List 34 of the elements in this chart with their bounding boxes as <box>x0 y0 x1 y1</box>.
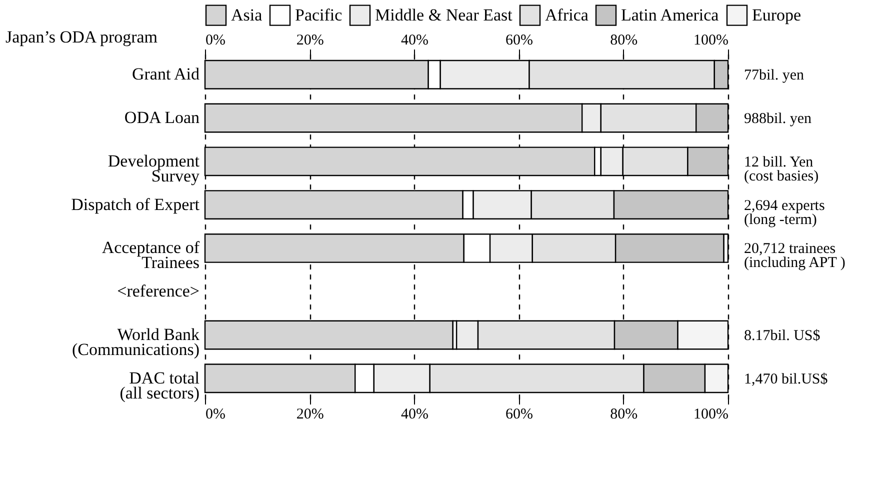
text: 2,694 experts (long -term) <box>744 198 825 228</box>
text: 988bil. yen <box>744 111 812 128</box>
text: 8.17bil. US$ <box>744 328 821 344</box>
x-tick-label: 20% <box>296 406 324 422</box>
x2-tick-label: 60% <box>506 32 534 48</box>
text: 77bil. yen <box>744 68 804 84</box>
legend-label: Latin America <box>621 5 720 24</box>
x-tick-label: 80% <box>610 406 638 422</box>
y-tick-label: World Bank (Communications) <box>72 324 200 359</box>
x2-tick-label: 80% <box>610 32 638 48</box>
legend-label: Europe <box>752 5 802 24</box>
legend-label: Asia <box>231 5 263 24</box>
y-tick-label: Dispatch of Expert <box>71 194 200 214</box>
legend-label: Pacific <box>295 5 343 24</box>
text: 1,470 bil.US$ <box>744 371 828 388</box>
text: 12 bill. Yen (cost basies) <box>744 154 819 184</box>
text: 20,712 trainees (including APT ) <box>744 241 846 272</box>
y-axis-title: Japan’s ODA program <box>6 28 158 46</box>
y-tick-label: DAC total (all sectors) <box>120 368 200 402</box>
y-tick-label: ODA Loan <box>124 108 200 128</box>
legend-label: Africa <box>545 5 589 24</box>
y-tick-label: <reference> <box>117 282 200 301</box>
x-tick-label: 0% <box>206 406 226 422</box>
x2-tick-label: 40% <box>400 32 428 48</box>
legend-label: Middle & Near East <box>375 5 513 24</box>
x-tick-label: 60% <box>506 406 534 422</box>
x2-tick-label: 20% <box>296 32 324 48</box>
y-tick-label: Grant Aid <box>132 64 200 84</box>
x-tick-label: 100% <box>694 406 728 422</box>
y-tick-label: Development Survey <box>108 151 200 186</box>
x2-tick-label: 0% <box>206 32 226 48</box>
x2-tick-label: 100% <box>694 32 728 48</box>
x-tick-label: 40% <box>400 406 428 422</box>
y-tick-label: Acceptance of Trainees <box>102 238 200 272</box>
